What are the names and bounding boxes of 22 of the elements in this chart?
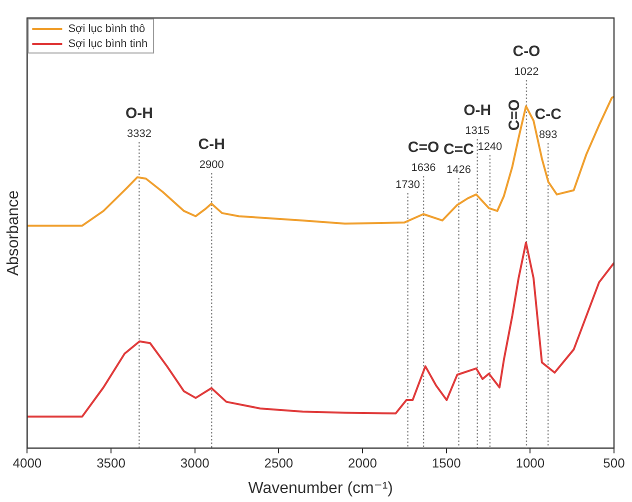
ref-line-label: 1240: [478, 141, 502, 154]
ref-line-label: C=O 1636: [408, 139, 440, 174]
x-axis-title: Wavenumber (cm⁻¹): [248, 480, 393, 497]
ref-line-label: C=C 1426: [444, 141, 474, 176]
ref-line-label: C-C 893: [534, 106, 562, 142]
x-tick-label: 1000: [516, 456, 545, 471]
x-tick-label: 2000: [348, 456, 377, 471]
x-tick-label: 3000: [180, 456, 210, 471]
y-axis-title: Absorbance: [5, 190, 22, 276]
ref-line-label: C-H 2900: [198, 136, 225, 172]
ref-line-label: O-H 1315: [464, 102, 492, 138]
legend-label: Sợi lục bình tinh: [68, 38, 148, 50]
x-tick-label: 500: [603, 456, 625, 471]
x-tick-label: 4000: [12, 456, 42, 471]
x-tick-label: 3500: [96, 456, 126, 471]
x-tick-label: 1500: [432, 456, 461, 471]
legend-label: Sợi lục bình thô: [68, 23, 146, 36]
ref-line-label: C-O 1022: [512, 43, 541, 78]
annotation: C=O: [506, 99, 524, 131]
x-tick-label: 2500: [264, 456, 294, 471]
ref-line-label: 1730: [396, 179, 420, 192]
ref-line-label: O-H 3332: [125, 105, 153, 140]
